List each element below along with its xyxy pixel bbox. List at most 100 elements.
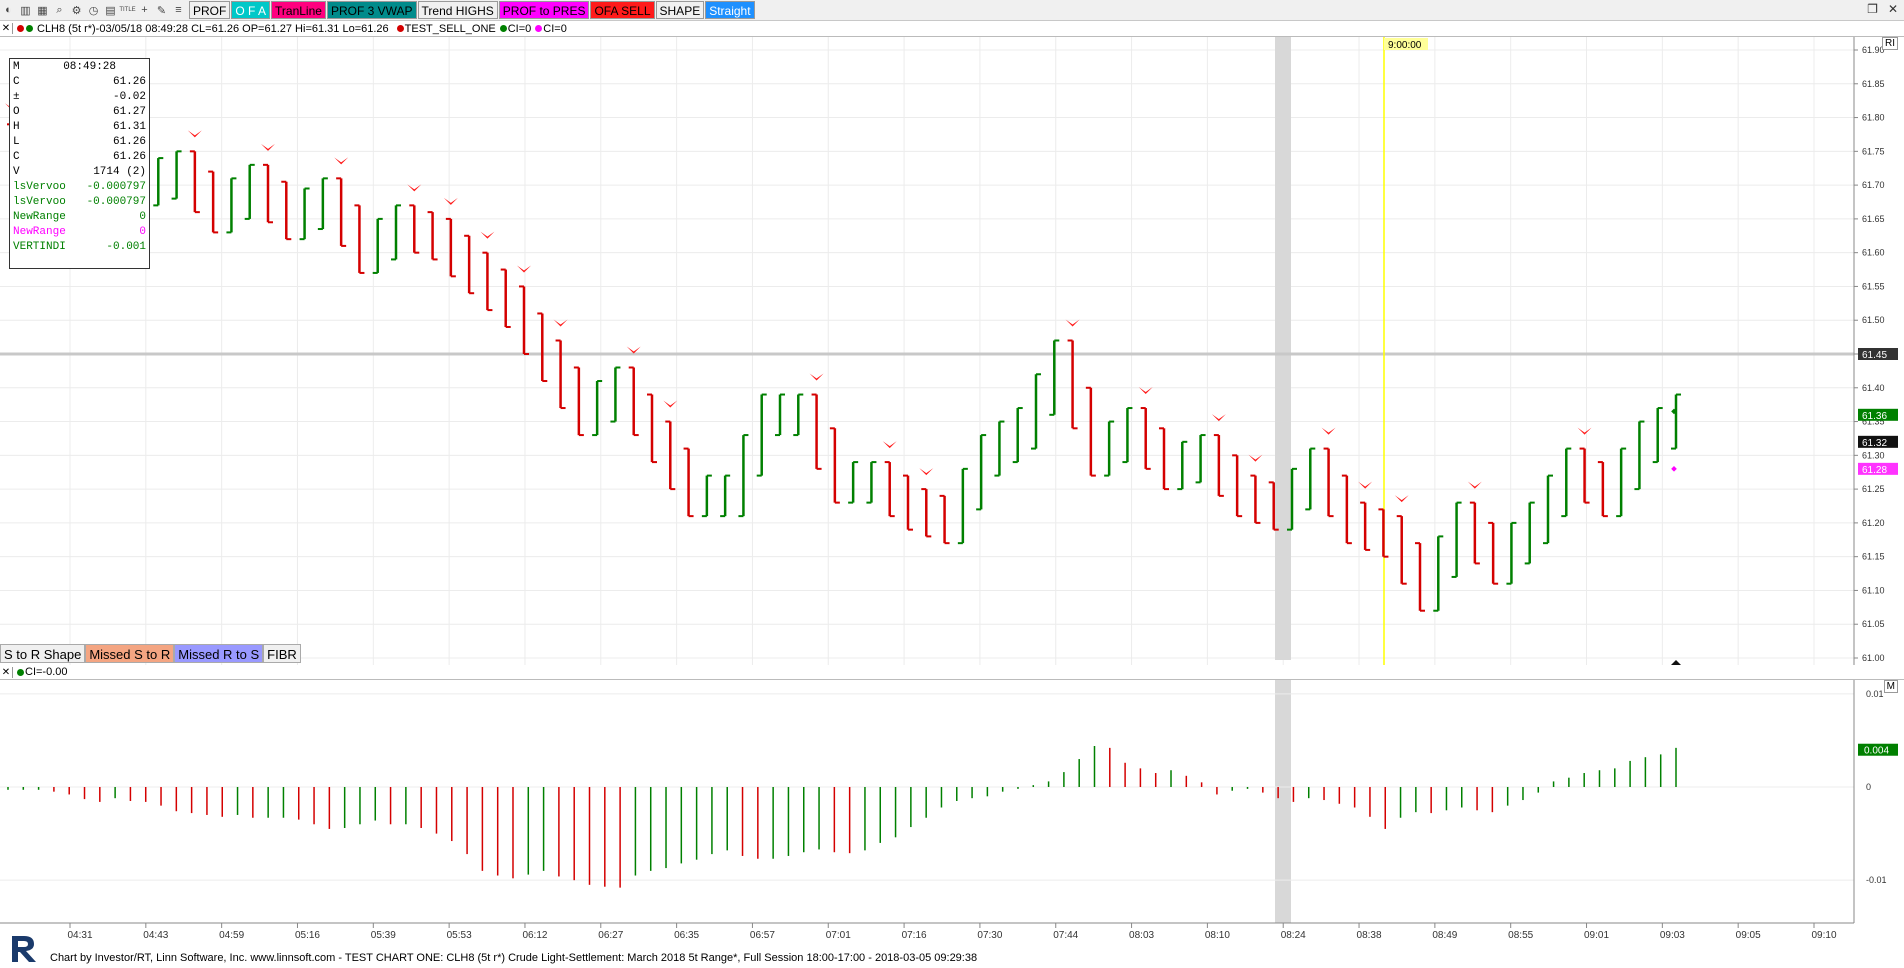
data-window-row: VERTINDI -0.001 [13,240,146,255]
data-window-value: 61.26 [112,151,146,163]
ci-dot-green-icon [499,25,507,32]
toolbar-button-prof-3-vwap[interactable]: PROF 3 VWAP [326,1,417,19]
price-axis-label: 61.65 [1862,214,1885,224]
ci-label-2: CI=0 [543,22,567,35]
m-button[interactable]: M [1883,680,1898,693]
price-axis-label: 61.70 [1862,180,1885,190]
close-indicator-icon[interactable]: ✕ [0,666,13,678]
price-axis-label: 61.50 [1862,315,1885,325]
time-marker-label-bg [1384,38,1428,50]
status-dot-green-icon [26,25,33,32]
data-window-label: C [13,76,20,88]
data-window-row: C 61.26 [13,150,146,165]
crosshair-icon[interactable]: + [141,4,148,16]
data-window-value: 61.27 [112,106,146,118]
study-legend-tabs: S to R Shape Missed S to R Missed R to S FI… [0,644,301,663]
price-badge-last-bg [1858,435,1898,448]
data-window-value: -0.000797 [86,196,146,208]
time-axis-label: 07:44 [1053,930,1078,941]
legend-tab-s-to-r-shape[interactable]: S to R Shape [0,644,86,663]
toolbar-button-shape[interactable]: SHAPE [655,1,705,19]
toolbar-button-group: PROF O F A TranLine PROF 3 VWAP Trend HIGHS P… [189,1,756,19]
data-window-row: C 61.26 [13,75,146,90]
status-dot-red-icon [17,25,24,32]
price-badge-green: 61.36 [1862,411,1887,422]
sell-arrow-icon [1467,481,1482,489]
legend-tab-fibr[interactable]: FIBR [263,644,301,663]
time-axis-label: 09:10 [1811,930,1836,941]
indicator-info-bar: ✕ CI=-0.00 [0,665,1904,680]
gear-icon[interactable]: ⚙ [71,4,82,17]
data-window-value: -0.02 [112,91,146,103]
toolbar-button-tranline[interactable]: TranLine [271,1,326,19]
data-window-row: O 61.27 [13,105,146,120]
restore-icon[interactable]: ❐ [1867,2,1878,16]
time-axis-label: 08:24 [1281,930,1306,941]
toolbar-button-trend-highs[interactable]: Trend HIGHS [417,1,498,19]
price-axis-label: 61.60 [1862,248,1885,258]
toolbar-button-prof[interactable]: PROF [189,1,231,19]
sell-arrow-icon [517,265,531,273]
indicator-chart[interactable]: 0.01 0 -0.01 0.004 04:31 04:43 04:59 05:16 05:39… [0,680,1904,950]
sell-arrow-icon [809,373,824,381]
sell-arrow-icon [553,319,568,327]
toolbar-button-straight[interactable]: Straight [705,1,755,19]
pie-icon[interactable]: ◐ [5,4,12,16]
session-band [1275,680,1291,923]
sell-arrow-icon [1577,427,1592,435]
time-axis-label: 08:03 [1129,930,1154,941]
toolbar-button-ofa-sell[interactable]: OFA SELL [590,1,655,19]
chart-small-icon[interactable]: ▤ [105,4,116,17]
chart-info-bar: ✕ CLH8 (5t r*)-03/05/18 08:49:28 CL=61.2… [0,21,1904,37]
chart-icon[interactable]: ▦ [37,4,48,17]
sell-arrow-icon [187,130,202,138]
main-toolbar: ◐ ▥ ▦ ⌕ ⚙ ◷ ▤ TITLE + ✎ ≡ PROF O F A TranLine PROF 3 … [0,0,1904,21]
ri-button[interactable]: RI [1882,37,1898,50]
legend-tab-missed-s-to-r[interactable]: Missed S to R [85,644,175,663]
clock-icon[interactable]: ◷ [88,4,99,17]
price-chart[interactable]: 9:00:00 61.9061.8561.8061.7561.7061.6561.… [0,37,1904,665]
toolbar-button-prof-to-pres[interactable]: PROF to PRES [498,1,590,19]
window-controls: ❐ ✕ [1867,2,1898,16]
price-badge-green-bg [1858,408,1898,421]
time-axis-label: 09:05 [1736,930,1761,941]
price-axis-label: 61.40 [1862,383,1885,393]
price-axis-label: 61.85 [1862,79,1885,89]
time-axis-label: 05:39 [371,930,396,941]
signal-dot-icon [396,25,404,32]
data-window-label: NewRange [13,211,66,223]
ci-dot-magenta-icon [535,25,543,32]
title-icon[interactable]: TITLE [119,7,136,13]
green-marker-icon [1671,408,1677,415]
sell-arrow-icon [1321,427,1336,435]
sell-arrow-icon [1248,454,1263,462]
session-band [1275,37,1291,660]
fib-icon[interactable]: ≡ [175,4,182,16]
data-window-row: lsVervoo -0.000797 [13,180,146,195]
time-axis-label: 06:57 [750,930,775,941]
toolbar-icon-group: ◐ ▥ ▦ ⌕ ⚙ ◷ ▤ TITLE + ✎ ≡ [0,3,187,18]
toolbar-button-o-f-a[interactable]: O F A [231,1,271,19]
drawing-icon[interactable]: ✎ [156,4,167,17]
magenta-marker-icon [1671,466,1677,472]
price-axis-label: 61.30 [1862,450,1885,460]
data-window-label: lsVervoo [13,181,66,193]
linn-logo-icon [6,930,42,966]
sell-arrow-icon [1211,414,1226,422]
close-icon[interactable]: ✕ [1887,2,1898,16]
sell-arrow-icon [882,441,897,449]
data-window-label: C [13,151,20,163]
data-window-value: 61.26 [112,76,146,88]
zoom-icon[interactable]: ⌕ [56,3,63,16]
data-window-value: 1714 (2) [93,166,146,178]
sell-arrow-icon [919,468,934,476]
time-axis-label: 04:43 [143,930,168,941]
sell-arrow-icon [1394,495,1409,503]
close-chart-icon[interactable]: ✕ [0,23,13,34]
sell-signals [5,103,1592,503]
time-axis-label: 08:49 [1432,930,1457,941]
data-window-label: L [13,136,20,148]
legend-tab-missed-r-to-s[interactable]: Missed R to S [174,644,264,663]
bar-icon[interactable]: ▥ [20,4,31,17]
data-window-label: V [13,166,20,178]
